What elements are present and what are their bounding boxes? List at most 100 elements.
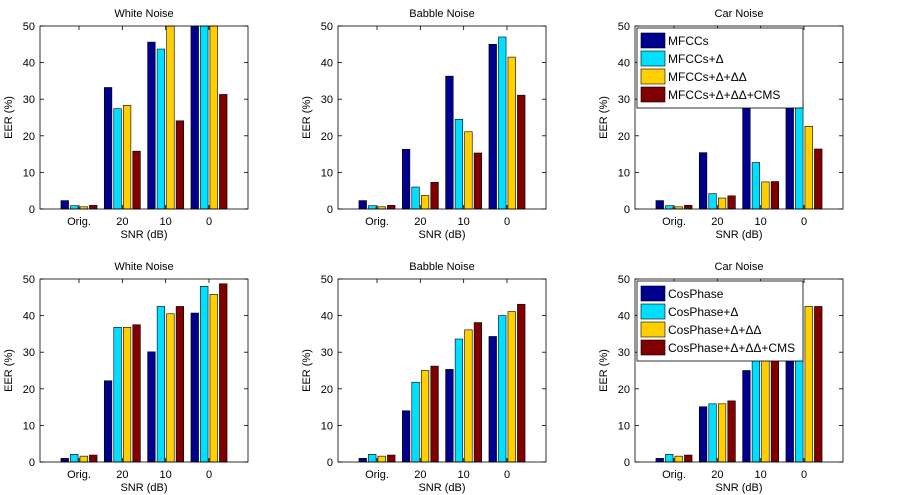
y-tick-label: 0: [327, 457, 333, 469]
x-tick-label: 10: [458, 469, 470, 481]
bar: [684, 454, 693, 463]
bars: [60, 25, 228, 210]
y-tick-label: 50: [23, 21, 35, 33]
y-tick-label: 40: [23, 311, 35, 323]
bar: [517, 94, 526, 210]
x-tick-label: 10: [755, 469, 767, 481]
y-tick-label: 20: [618, 131, 630, 143]
bar: [795, 102, 804, 210]
bars: [358, 303, 526, 463]
bar: [89, 454, 98, 463]
legend-entry: MFCCs+Δ: [668, 52, 724, 66]
x-tick-label: 0: [504, 216, 510, 228]
x-axis-label: SNR (dB): [418, 229, 465, 241]
x-tick-label: 20: [414, 216, 426, 228]
legend-swatch: [640, 303, 666, 320]
bar: [665, 205, 674, 210]
axes-box: [634, 278, 844, 463]
legend-entry: MFCCs+Δ+ΔΔ+CMS: [668, 88, 780, 102]
chart-panel-6: Car Noise EER (%) SNR (dB) 0 10 20 30 40 50 Orig.…: [598, 261, 844, 494]
bar: [60, 200, 69, 210]
bar: [742, 102, 751, 210]
bar: [190, 25, 199, 210]
x-tick-label: 20: [711, 469, 723, 481]
x-axis-label: SNR (dB): [120, 229, 167, 241]
x-tick-label: 10: [755, 216, 767, 228]
x-tick-label: 0: [801, 216, 807, 228]
bar: [387, 454, 396, 463]
y-tick-label: 40: [618, 58, 630, 70]
bar: [190, 312, 199, 463]
y-tick-label: 20: [23, 131, 35, 143]
legend-swatch: [640, 32, 666, 49]
bar: [727, 400, 736, 463]
y-tick-label: 10: [23, 167, 35, 179]
y-tick-label: 30: [618, 347, 630, 359]
y-axis-label: EER (%): [301, 96, 313, 139]
bar: [103, 380, 113, 463]
bar: [684, 205, 693, 210]
chart-title: White Noise: [114, 261, 173, 273]
y-tick-label: 0: [624, 457, 630, 469]
bar: [814, 148, 823, 210]
chart-title: White Noise: [114, 8, 173, 20]
bar: [147, 351, 156, 463]
axes-box: [39, 25, 249, 210]
y-tick-label: 30: [23, 94, 35, 106]
y-tick-label: 40: [23, 58, 35, 70]
axes-box: [337, 25, 547, 210]
bar: [420, 195, 430, 210]
bar: [411, 186, 420, 210]
bar: [156, 48, 166, 210]
chart-panel-3: Car Noise EER (%) SNR (dB) 0 10 20 30 40 50 Orig.…: [598, 8, 844, 241]
legend-entry: CosPhase+Δ+ΔΔ+CMS: [668, 341, 795, 355]
bar: [770, 355, 780, 463]
bar: [742, 370, 751, 463]
legend-swatch: [640, 86, 666, 103]
bar: [368, 205, 377, 210]
y-tick-label: 20: [23, 384, 35, 396]
bar: [708, 193, 717, 210]
bar: [454, 119, 464, 210]
bar: [89, 205, 98, 210]
bar: [727, 195, 736, 210]
bar: [445, 369, 454, 463]
y-tick-label: 10: [618, 167, 630, 179]
bar: [200, 286, 209, 463]
bar: [464, 329, 473, 463]
x-tick-label: Orig.: [365, 216, 389, 228]
legend-swatch: [640, 321, 666, 338]
bar: [166, 313, 175, 463]
y-tick-label: 10: [321, 420, 333, 432]
y-tick-label: 30: [23, 347, 35, 359]
y-tick-label: 0: [624, 204, 630, 216]
y-tick-label: 40: [321, 311, 333, 323]
bar: [507, 311, 516, 463]
bar: [454, 338, 464, 463]
bar: [698, 152, 708, 210]
bar: [175, 120, 185, 210]
bar: [717, 403, 727, 463]
x-tick-label: 20: [116, 469, 128, 481]
x-tick-label: Orig.: [67, 216, 91, 228]
bar: [498, 315, 507, 463]
bar: [219, 283, 228, 463]
bar: [113, 108, 122, 210]
bar: [113, 327, 122, 463]
bar: [219, 94, 228, 210]
bar: [70, 205, 79, 210]
bar: [770, 181, 780, 210]
y-axis-label: EER (%): [598, 96, 610, 139]
bar: [387, 205, 396, 210]
chart-panel-2: Babble Noise EER (%) SNR (dB) 0 10 20 30 40 50 Or…: [301, 8, 547, 241]
bar: [175, 306, 185, 463]
bar: [430, 365, 439, 463]
bar: [401, 149, 411, 210]
bar: [147, 41, 156, 210]
y-tick-label: 50: [618, 21, 630, 33]
bar: [464, 131, 473, 210]
legend-swatch: [640, 68, 666, 85]
bar: [698, 406, 708, 463]
chart-panel-5: Babble Noise EER (%) SNR (dB) 0 10 20 30 40 50 Or…: [301, 261, 547, 494]
chart-title: Babble Noise: [409, 8, 474, 20]
